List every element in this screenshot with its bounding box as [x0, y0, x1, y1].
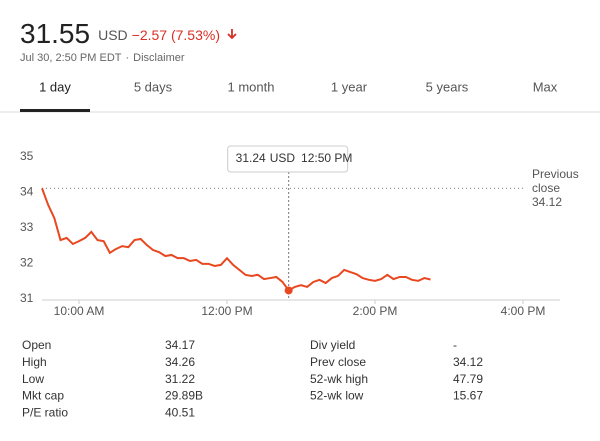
tab[interactable]: 1 day	[39, 79, 71, 94]
separator: ·	[126, 52, 130, 64]
stat-value: 34.12	[453, 355, 483, 369]
stat-label: Div yield	[310, 338, 355, 352]
y-tick-label: 33	[20, 220, 34, 234]
tooltip-value: 31.24	[236, 151, 266, 165]
timestamp-line: Jul 30, 2:50 PM EDT · Disclaimer	[20, 52, 185, 64]
stat-value: 47.79	[453, 372, 483, 386]
y-tick-label: 32	[20, 256, 34, 270]
y-tick-label: 31	[20, 291, 34, 305]
stat-value: 40.51	[165, 405, 195, 419]
x-tick-label: 2:00 PM	[353, 304, 398, 318]
stat-value: -	[453, 338, 457, 352]
previous-close-label: Previous	[532, 167, 579, 181]
stat-label: P/E ratio	[22, 405, 68, 419]
x-tick-label: 10:00 AM	[54, 304, 105, 318]
price-line	[41, 187, 431, 292]
stat-label: 52-wk low	[310, 389, 364, 403]
tab[interactable]: 1 month	[228, 79, 275, 94]
x-tick-label: 4:00 PM	[501, 304, 546, 318]
stat-label: Low	[22, 372, 44, 386]
timestamp: Jul 30, 2:50 PM EDT	[20, 52, 122, 64]
tooltip-currency: USD	[270, 151, 296, 165]
y-tick-label: 35	[20, 149, 34, 163]
previous-close-value: 34.12	[532, 195, 562, 209]
tab[interactable]: 5 years	[426, 79, 469, 94]
tooltip-box	[227, 145, 349, 173]
down-arrow-icon	[227, 29, 237, 40]
stat-label: Prev close	[310, 355, 366, 369]
stat-label: Open	[22, 338, 51, 352]
tooltip-time: 12:50 PM	[301, 151, 352, 165]
change: −2.57 (7.53%)	[132, 27, 220, 43]
stat-value: 34.17	[165, 338, 195, 352]
stat-value: 29.89B	[165, 389, 203, 403]
stat-label: Mkt cap	[22, 389, 64, 403]
stat-label: High	[22, 355, 47, 369]
stat-value: 15.67	[453, 389, 483, 403]
tooltip-point	[284, 286, 293, 295]
tab-underline	[20, 109, 90, 112]
currency: USD	[98, 27, 128, 43]
price: 31.55	[20, 18, 90, 49]
tab[interactable]: 1 year	[331, 79, 368, 94]
tooltip-text: 31.24 USD 12:50 PM	[236, 151, 353, 165]
x-tick-label: 12:00 PM	[201, 304, 252, 318]
tab[interactable]: 5 days	[134, 79, 173, 94]
previous-close-label: close	[532, 181, 560, 195]
y-tick-label: 34	[20, 185, 34, 199]
stat-label: 52-wk high	[310, 372, 368, 386]
stat-value: 31.22	[165, 372, 195, 386]
stat-value: 34.26	[165, 355, 195, 369]
tab[interactable]: Max	[533, 79, 558, 94]
price-header: 31.55 USD −2.57 (7.53%)	[20, 18, 220, 49]
disclaimer[interactable]: Disclaimer	[133, 52, 185, 64]
